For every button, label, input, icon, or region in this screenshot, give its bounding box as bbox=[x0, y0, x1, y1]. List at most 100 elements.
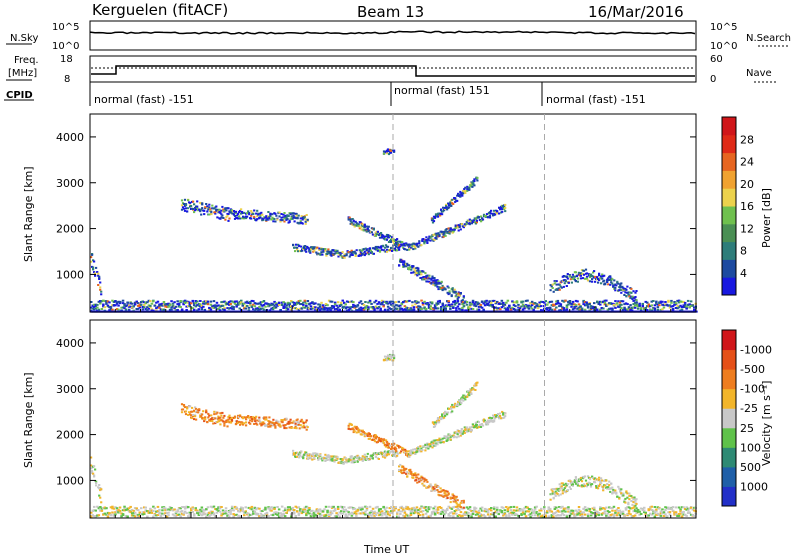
power-echo-cell bbox=[312, 302, 316, 305]
power-echo-cell bbox=[277, 302, 281, 304]
velocity-echo-cell bbox=[656, 512, 660, 515]
power-echo-cell bbox=[292, 214, 295, 217]
velocity-echo-cell bbox=[286, 509, 290, 512]
velocity-echo-cell bbox=[617, 512, 620, 515]
velocity-echo-cell bbox=[190, 414, 193, 417]
velocity-echo-cell bbox=[249, 422, 252, 425]
velocity-echo-cell bbox=[194, 508, 197, 511]
velocity-echo-cell bbox=[184, 413, 188, 416]
velocity-echo-cell bbox=[482, 513, 485, 516]
velocity-echo-cell bbox=[383, 511, 387, 514]
power-echo-cell bbox=[265, 302, 269, 305]
velocity-echo-cell bbox=[352, 428, 355, 431]
velocity-echo-cell bbox=[317, 458, 320, 461]
velocity-echo-cell bbox=[515, 509, 519, 512]
power-echo-cell bbox=[330, 254, 333, 257]
power-echo-cell bbox=[220, 301, 223, 304]
velocity-echo-cell bbox=[146, 515, 149, 518]
velocity-echo-cell bbox=[352, 508, 355, 511]
power-echo-cell bbox=[372, 228, 375, 231]
power-echo-cell bbox=[233, 300, 237, 303]
velocity-echo-cell bbox=[470, 513, 473, 516]
power-echo-cell bbox=[303, 299, 307, 302]
velocity-echo-cell bbox=[658, 507, 661, 510]
power-echo-cell bbox=[597, 301, 600, 304]
power-echo-cell bbox=[185, 305, 188, 308]
power-echo-cell bbox=[529, 302, 532, 305]
power-echo-cell bbox=[333, 301, 337, 304]
velocity-echo-cell bbox=[388, 511, 391, 514]
power-echo-cell bbox=[121, 306, 125, 309]
velocity-echo-cell bbox=[455, 509, 458, 512]
power-echo-cell bbox=[320, 307, 323, 310]
power-echo-cell bbox=[300, 215, 303, 218]
velocity-echo-cell bbox=[355, 456, 358, 459]
velocity-echo-cell bbox=[185, 506, 188, 509]
power-echo-cell bbox=[599, 303, 602, 306]
power-echo-cell bbox=[300, 245, 303, 248]
velocity-echo-cell bbox=[579, 510, 582, 513]
velocity-echo-cell bbox=[400, 510, 404, 513]
power-echo-cell bbox=[683, 306, 687, 308]
velocity-echo-cell bbox=[121, 509, 125, 512]
power-echo-cell bbox=[410, 271, 413, 274]
velocity-echo-cell bbox=[662, 511, 666, 514]
power-echo-cell bbox=[511, 306, 514, 309]
velocity-echo-cell bbox=[606, 512, 610, 515]
velocity-echo-cell bbox=[408, 507, 411, 510]
velocity-echo-cell bbox=[282, 513, 285, 516]
power-echo-cell bbox=[94, 274, 97, 277]
power-echo-cell bbox=[491, 305, 494, 308]
power-echo-cell bbox=[280, 303, 284, 306]
power-echo-cell bbox=[436, 285, 439, 288]
velocity-echo-cell bbox=[644, 513, 647, 516]
velocity-echo-cell bbox=[426, 507, 429, 510]
velocity-echo-cell bbox=[223, 422, 226, 425]
power-echo-cell bbox=[209, 303, 213, 306]
power-echo-cell bbox=[655, 302, 658, 305]
velocity-echo-cell bbox=[400, 505, 404, 508]
power-echo-cell bbox=[253, 215, 256, 218]
power-echo-cell bbox=[275, 214, 278, 217]
velocity-echo-cell bbox=[351, 427, 354, 430]
velocity-echo-cell bbox=[371, 513, 375, 515]
velocity-echo-cell bbox=[664, 509, 667, 511]
velocity-echo-cell bbox=[529, 508, 532, 511]
power-echo-cell bbox=[335, 309, 338, 311]
velocity-echo-cell bbox=[218, 507, 222, 510]
velocity-echo-cell bbox=[243, 422, 246, 425]
power-echo-cell bbox=[392, 240, 395, 243]
velocity-echo-cell bbox=[132, 514, 135, 517]
power-echo-cell bbox=[100, 300, 104, 303]
power-echo-cell bbox=[135, 308, 138, 310]
velocity-echo-cell bbox=[353, 425, 356, 428]
velocity-echo-cell bbox=[321, 459, 324, 462]
velocity-echo-cell bbox=[117, 511, 120, 513]
power-echo-cell bbox=[349, 218, 352, 221]
velocity-echo-cell bbox=[605, 514, 608, 517]
velocity-echo-cell bbox=[94, 515, 97, 517]
velocity-echo-cell bbox=[237, 514, 240, 517]
power-echo-cell bbox=[494, 306, 497, 309]
velocity-echo-cell bbox=[392, 447, 395, 450]
power-echo-cell bbox=[634, 296, 637, 298]
power-echo-cell bbox=[659, 308, 663, 311]
power-echo-cell bbox=[255, 219, 258, 222]
power-echo-cell bbox=[603, 301, 607, 304]
power-echo-cell bbox=[429, 277, 432, 280]
power-echo-cell bbox=[153, 304, 157, 307]
power-echo-cell bbox=[613, 279, 616, 282]
power-echo-cell bbox=[618, 289, 621, 292]
velocity-echo-cell bbox=[379, 511, 382, 514]
velocity-echo-cell bbox=[305, 514, 308, 517]
power-echo-cell bbox=[218, 309, 222, 312]
power-echo-cell bbox=[233, 215, 237, 217]
power-echo-cell bbox=[273, 300, 276, 303]
power-echo-cell bbox=[296, 217, 299, 220]
freq-tick-top: 18 bbox=[60, 54, 73, 65]
power-echo-cell bbox=[305, 302, 308, 305]
velocity-echo-cell bbox=[482, 510, 485, 512]
velocity-echo-cell bbox=[238, 515, 241, 518]
freq-label-1: Freq. bbox=[14, 55, 39, 66]
velocity-echo-cell bbox=[635, 510, 638, 513]
